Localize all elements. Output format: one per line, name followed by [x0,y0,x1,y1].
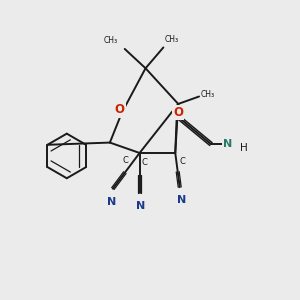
Text: N: N [223,139,232,149]
Text: C: C [141,158,147,167]
Text: CH₃: CH₃ [200,90,215,99]
Text: CH₃: CH₃ [104,36,118,45]
Text: H: H [240,142,248,153]
Text: N: N [177,195,186,205]
Text: CH₃: CH₃ [165,35,179,44]
Text: C: C [123,156,129,165]
Text: N: N [107,197,116,207]
Text: O: O [114,103,124,116]
Text: C: C [179,157,185,166]
Text: O: O [173,106,183,119]
Text: N: N [136,201,146,212]
